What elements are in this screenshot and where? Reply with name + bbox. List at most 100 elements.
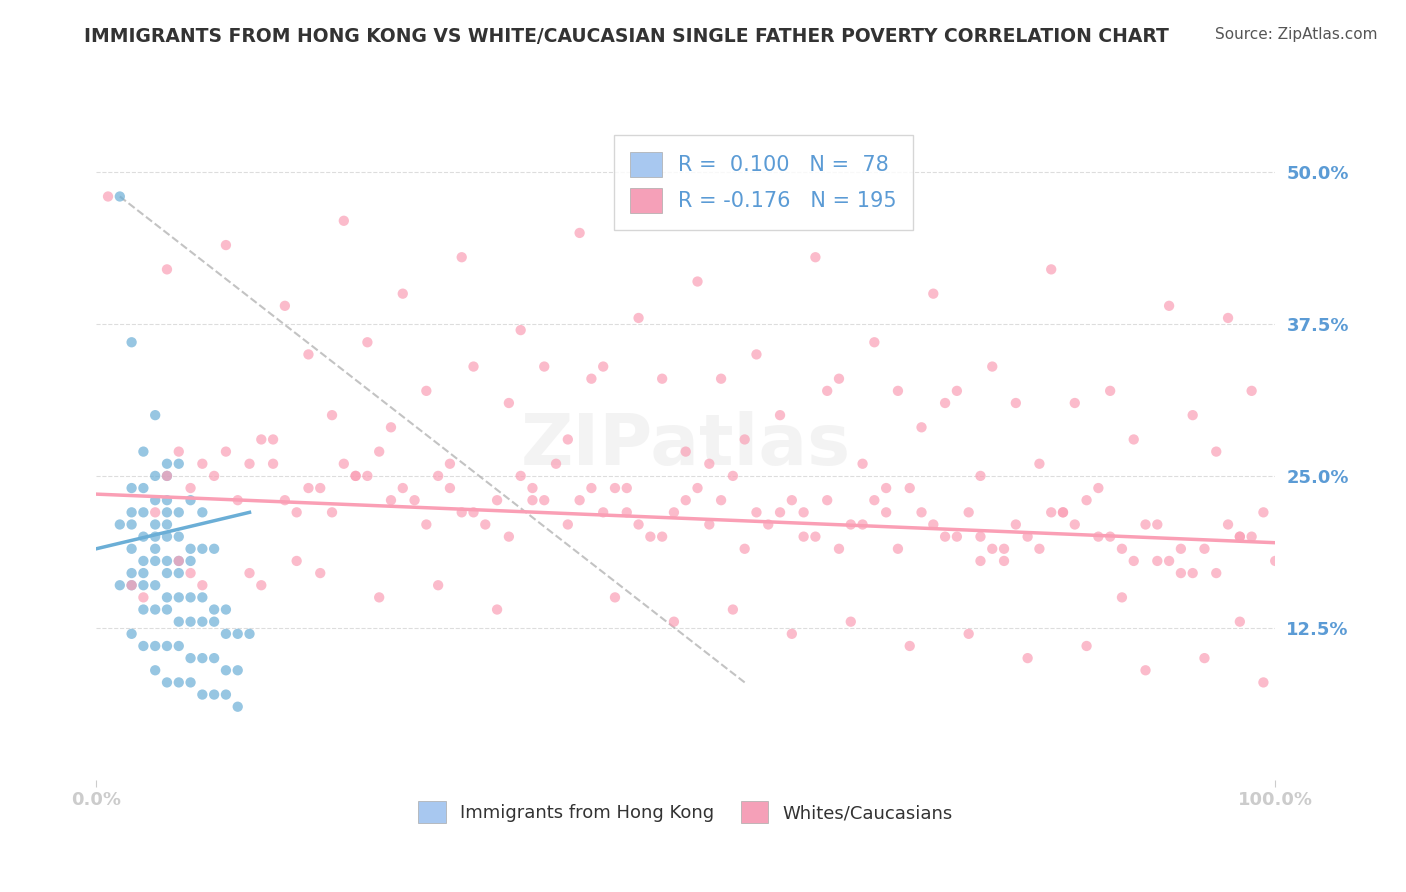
Text: Source: ZipAtlas.com: Source: ZipAtlas.com (1215, 27, 1378, 42)
Point (202, 688, 225, 702)
Point (180, 493, 202, 508)
Point (132, 481, 155, 495)
Point (391, 481, 413, 495)
Point (143, 469, 166, 483)
Point (238, 566, 260, 580)
Point (450, 250, 472, 264)
Point (745, 347, 768, 361)
Point (1159, 554, 1181, 568)
Point (1216, 310, 1239, 325)
Point (132, 530, 155, 544)
Point (180, 615, 202, 629)
Point (486, 602, 509, 616)
Point (463, 359, 485, 374)
Point (167, 591, 190, 605)
Point (167, 530, 190, 544)
Point (509, 469, 531, 483)
Point (1146, 517, 1168, 532)
Point (156, 517, 179, 532)
Point (215, 627, 238, 641)
Point (922, 286, 945, 301)
Point (1205, 566, 1227, 580)
Point (121, 566, 143, 580)
Point (262, 457, 284, 471)
Point (592, 359, 614, 374)
Point (1229, 615, 1251, 629)
Point (202, 469, 225, 483)
Point (143, 505, 166, 519)
Point (156, 554, 179, 568)
Point (132, 444, 155, 458)
Point (934, 396, 956, 410)
Point (1099, 530, 1122, 544)
Point (121, 627, 143, 641)
Point (981, 541, 1004, 556)
Point (1087, 481, 1109, 495)
Point (156, 675, 179, 690)
Point (875, 481, 897, 495)
Point (97, 189, 120, 203)
Point (769, 505, 792, 519)
Point (1181, 566, 1204, 580)
Point (721, 602, 744, 616)
Point (898, 639, 921, 653)
Point (1135, 663, 1157, 677)
Point (250, 433, 273, 447)
Point (167, 675, 190, 690)
Point (603, 591, 626, 605)
Point (167, 457, 190, 471)
Point (356, 335, 378, 350)
Point (180, 675, 202, 690)
Point (215, 444, 238, 458)
Point (922, 517, 945, 532)
Point (463, 505, 485, 519)
Point (815, 384, 838, 398)
Point (1170, 541, 1192, 556)
Point (498, 530, 520, 544)
Point (415, 517, 437, 532)
Point (391, 286, 413, 301)
Point (132, 602, 155, 616)
Point (934, 530, 956, 544)
Point (1028, 457, 1050, 471)
Point (969, 469, 991, 483)
Point (486, 493, 509, 508)
Point (368, 591, 391, 605)
Point (793, 505, 815, 519)
Point (156, 469, 179, 483)
Text: ZIPatlas: ZIPatlas (520, 411, 851, 480)
Point (191, 457, 214, 471)
Point (132, 578, 155, 592)
Point (121, 541, 143, 556)
Point (1170, 566, 1192, 580)
Point (1135, 517, 1157, 532)
Point (721, 469, 744, 483)
Point (1253, 675, 1275, 690)
Point (143, 541, 166, 556)
Point (108, 517, 131, 532)
Point (143, 578, 166, 592)
Point (1240, 530, 1263, 544)
Point (167, 505, 190, 519)
Point (167, 615, 190, 629)
Point (734, 541, 756, 556)
Point (202, 615, 225, 629)
Point (297, 347, 319, 361)
Point (581, 481, 603, 495)
Point (180, 566, 202, 580)
Point (1111, 591, 1133, 605)
Point (202, 541, 225, 556)
Point (191, 688, 214, 702)
Point (180, 481, 202, 495)
Point (180, 591, 202, 605)
Point (651, 372, 673, 386)
Point (686, 481, 709, 495)
Point (156, 505, 179, 519)
Point (662, 505, 685, 519)
Point (143, 663, 166, 677)
Point (202, 602, 225, 616)
Point (910, 420, 932, 434)
Point (557, 433, 579, 447)
Point (1205, 444, 1227, 458)
Point (839, 517, 862, 532)
